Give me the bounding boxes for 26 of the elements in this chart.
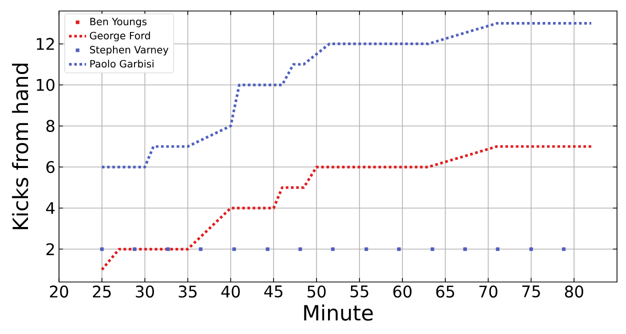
line-series [100, 145, 593, 271]
y-axis-title: Kicks from hand [12, 64, 28, 230]
x-tick-label: 25 [92, 286, 111, 298]
legend-label: Stephen Varney [90, 46, 168, 56]
y-tick-label: 8 [46, 120, 54, 132]
y-tick-label: 6 [46, 160, 54, 174]
x-tick-label: 40 [221, 286, 240, 298]
legend-label: George Ford [90, 32, 150, 42]
x-tick-label: 35 [178, 286, 197, 298]
legend-label: Ben Youngs [90, 18, 147, 28]
y-tick-label: 12 [36, 38, 54, 50]
x-tick-label: 70 [479, 286, 498, 298]
x-tick-label: 75 [522, 286, 540, 298]
x-tick-label: 55 [350, 286, 368, 298]
x-tick-label: 45 [264, 286, 282, 298]
x-tick-label: 65 [436, 286, 454, 298]
x-tick-label: 80 [564, 286, 584, 298]
x-tick-label: 20 [50, 286, 68, 298]
x-axis-title: Minute [304, 304, 373, 321]
y-tick-label: 4 [46, 202, 55, 214]
x-tick-label: 60 [393, 286, 412, 298]
legend-label: Paolo Garbisi [90, 60, 154, 68]
y-tick-label: 2 [46, 243, 54, 256]
x-tick-label: 30 [136, 286, 154, 298]
x-tick-label: 50 [308, 286, 326, 298]
y-tick-label: 10 [36, 78, 54, 91]
